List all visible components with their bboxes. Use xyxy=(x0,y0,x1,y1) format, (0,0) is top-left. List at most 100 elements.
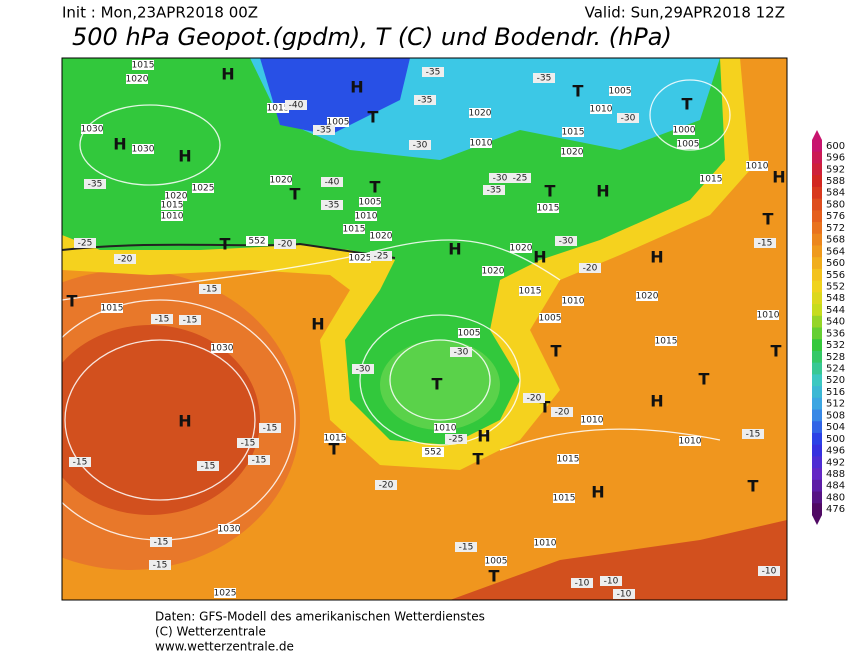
isobar-label-box xyxy=(434,423,456,433)
colorbar-label: 564 xyxy=(826,246,845,257)
isobar-label-box xyxy=(677,139,699,149)
isobar-label: 1010 xyxy=(470,139,493,149)
temperature-label: -15 xyxy=(459,543,474,553)
colorbar-label: 524 xyxy=(826,364,845,375)
isobar-label: 1020 xyxy=(165,192,188,202)
isobar-label: 1020 xyxy=(270,176,293,186)
temperature-label-box xyxy=(321,200,343,210)
temperature-label-box xyxy=(555,236,577,246)
colorbar-swatch xyxy=(812,198,822,211)
colorbar-swatch xyxy=(812,327,822,340)
colorbar-swatch xyxy=(812,175,822,188)
isobar-label: 1020 xyxy=(482,267,505,277)
isobar-label-box xyxy=(324,433,346,443)
temperature-label-box xyxy=(489,173,511,183)
isobar-label: 1030 xyxy=(211,344,234,354)
isobar-label-box xyxy=(590,104,612,114)
temperature-label-box xyxy=(285,100,307,110)
colorbar-swatch xyxy=(812,304,822,317)
colorbar-label: 528 xyxy=(826,352,845,363)
isobar-label-box xyxy=(746,161,768,171)
isobar-label-box xyxy=(534,538,556,548)
temperature-label-box xyxy=(613,589,635,599)
pressure-center: H xyxy=(596,182,609,201)
colorbar-label: 588 xyxy=(826,176,845,187)
field-hot xyxy=(62,325,260,515)
colorbar-cap-top xyxy=(812,130,822,140)
colorbar-swatch xyxy=(812,151,822,164)
temperature-label: -35 xyxy=(426,68,441,78)
field-green-inner xyxy=(380,340,500,430)
isobar-label-box xyxy=(458,328,480,338)
isobar-label-box xyxy=(537,203,559,213)
temperature-label-box xyxy=(414,95,436,105)
pressure-center: T xyxy=(763,210,774,229)
isobar-label: 1010 xyxy=(534,539,557,549)
colorbar-swatch xyxy=(812,479,822,493)
isobar-label-box xyxy=(132,60,154,70)
colorbar-swatch xyxy=(812,456,822,469)
temperature-label: -20 xyxy=(583,264,598,274)
temperature-label-box xyxy=(248,455,270,465)
colorbar-label: 576 xyxy=(826,211,845,222)
isobar-label-box xyxy=(161,200,183,210)
pressure-center: H xyxy=(221,65,234,84)
pressure-center: T xyxy=(682,95,693,114)
pressure-center: H xyxy=(113,135,126,154)
colorbar-label: 484 xyxy=(826,481,845,492)
isobar-label-box xyxy=(343,224,365,234)
temperature-label: -35 xyxy=(88,180,103,190)
colorbar-swatch xyxy=(812,268,822,282)
colorbar-label: 476 xyxy=(826,504,845,515)
temperature-label-box xyxy=(259,423,281,433)
pressure-center: T xyxy=(220,235,231,254)
pressure-center: T xyxy=(551,342,562,361)
temperature-label: -20 xyxy=(118,255,133,265)
contour-label-box xyxy=(422,447,444,457)
isobar-label: 1020 xyxy=(510,244,533,254)
temperature-label-box xyxy=(114,254,136,264)
isobar-label: 1015 xyxy=(267,104,290,114)
isobar-label-box xyxy=(757,310,779,320)
colorbar-swatch xyxy=(812,397,822,411)
pressure-center: T xyxy=(699,370,710,389)
isobar-label-box xyxy=(469,108,491,118)
map-title: 500 hPa Geopot.(gpdm), T (C) und Bodendr… xyxy=(72,23,672,51)
colorbar-label: 600 xyxy=(826,141,845,152)
temperature-label: -20 xyxy=(527,394,542,404)
temperature-label-box xyxy=(600,576,622,586)
colorbar-swatch xyxy=(812,444,822,457)
pressure-center: H xyxy=(350,78,363,97)
field-blue xyxy=(260,58,410,135)
temperature-label: -35 xyxy=(487,186,502,196)
isobar-label: 1005 xyxy=(485,557,508,567)
pressure-center: T xyxy=(290,185,301,204)
colorbar-swatch xyxy=(812,233,822,246)
colorbar-swatch xyxy=(812,210,822,223)
colorbar-swatch xyxy=(812,222,822,235)
isobar-label: 1015 xyxy=(132,61,155,71)
temperature-label: -25 xyxy=(374,252,389,262)
colorbar-swatch xyxy=(812,374,822,387)
temperature-label: -25 xyxy=(513,174,528,184)
colorbar-label: 568 xyxy=(826,235,845,246)
colorbar-swatch xyxy=(812,409,822,422)
pressure-center: H xyxy=(591,483,604,502)
pressure-center: H xyxy=(772,168,785,187)
isobar-label: 1020 xyxy=(126,75,149,85)
pressure-center: T xyxy=(67,292,78,311)
isobar-label-box xyxy=(482,266,504,276)
isobar-label-box xyxy=(211,343,233,353)
footer-line: www.wetterzentrale.de xyxy=(155,640,294,654)
pressure-center: H xyxy=(178,412,191,431)
isobar-label-box xyxy=(470,138,492,148)
isobar-label: 1015 xyxy=(324,434,347,444)
pressure-center: T xyxy=(545,182,556,201)
isobar-label: 1020 xyxy=(636,292,659,302)
colorbar-label: 508 xyxy=(826,410,845,421)
colorbar-label: 512 xyxy=(826,399,845,410)
temperature-label-box xyxy=(370,251,392,261)
temperature-label-box xyxy=(509,173,531,183)
